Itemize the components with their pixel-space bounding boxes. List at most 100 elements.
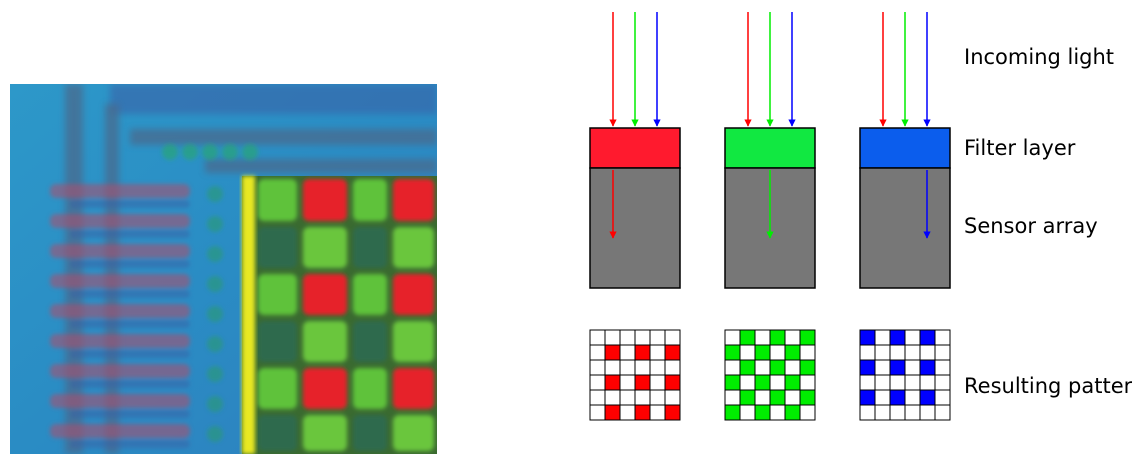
pattern-cell-empty xyxy=(754,329,771,346)
pattern-cell-blue xyxy=(859,389,876,406)
pattern-cell-empty xyxy=(904,389,921,406)
pattern-cell-empty xyxy=(784,389,801,406)
pattern-cell-empty xyxy=(889,344,906,361)
pattern-cell-green xyxy=(724,404,741,421)
pattern-cell-empty xyxy=(649,389,666,406)
panel-red xyxy=(589,12,681,421)
pattern-cell-green xyxy=(769,359,786,376)
micrograph-comb-fingers xyxy=(50,184,190,448)
pattern-cell-empty xyxy=(919,374,936,391)
pattern-cell-blue xyxy=(919,359,936,376)
pattern-cell-empty xyxy=(664,389,681,406)
pattern-cell-empty xyxy=(919,404,936,421)
sensor-micrograph xyxy=(10,84,437,454)
pattern-cell-blue xyxy=(859,359,876,376)
pattern-cell-empty xyxy=(739,404,756,421)
pattern-cell-empty xyxy=(859,404,876,421)
pattern-cell-empty xyxy=(799,374,816,391)
pattern-cell-empty xyxy=(769,374,786,391)
pattern-cell-empty xyxy=(649,404,666,421)
pattern-cell-green xyxy=(799,389,816,406)
pattern-cell-empty xyxy=(724,329,741,346)
pattern-cell-empty xyxy=(649,344,666,361)
pattern-cell-blue xyxy=(919,329,936,346)
pattern-cell-empty xyxy=(934,344,951,361)
pattern-cell-empty xyxy=(649,359,666,376)
pattern-cell-red xyxy=(664,374,681,391)
panel-green xyxy=(724,12,816,421)
pattern-cell-empty xyxy=(589,404,606,421)
panel-blue xyxy=(859,12,951,421)
micrograph-green-beads xyxy=(162,144,258,442)
pattern-cell-empty xyxy=(619,389,636,406)
pattern-cell-blue xyxy=(889,329,906,346)
pattern-cell-empty xyxy=(724,389,741,406)
pattern-cell-empty xyxy=(904,374,921,391)
pattern-cell-red xyxy=(604,344,621,361)
filter-red xyxy=(589,127,681,169)
pattern-cell-green xyxy=(739,329,756,346)
pattern-cell-blue xyxy=(919,389,936,406)
pattern-cell-empty xyxy=(859,344,876,361)
pattern-cell-empty xyxy=(589,344,606,361)
pattern-cell-empty xyxy=(799,404,816,421)
pattern-cell-empty xyxy=(619,344,636,361)
pattern-grid-red xyxy=(589,329,681,421)
pattern-cell-green xyxy=(754,374,771,391)
pattern-cell-empty xyxy=(889,404,906,421)
pattern-cell-empty xyxy=(589,329,606,346)
pattern-cell-empty xyxy=(739,344,756,361)
pattern-cell-empty xyxy=(589,359,606,376)
pattern-cell-green xyxy=(769,329,786,346)
pattern-cell-green xyxy=(754,404,771,421)
micrograph-top-band xyxy=(110,84,437,114)
pattern-cell-red xyxy=(634,374,651,391)
pattern-cell-green xyxy=(724,374,741,391)
pattern-grid-green xyxy=(724,329,816,421)
pattern-cell-empty xyxy=(874,404,891,421)
pattern-cell-empty xyxy=(634,389,651,406)
pattern-cell-red xyxy=(634,404,651,421)
pattern-cell-empty xyxy=(934,389,951,406)
pattern-cell-empty xyxy=(724,359,741,376)
pattern-cell-empty xyxy=(874,344,891,361)
pattern-cell-red xyxy=(634,344,651,361)
pattern-cell-blue xyxy=(859,329,876,346)
pattern-cell-empty xyxy=(904,344,921,361)
pattern-cell-empty xyxy=(619,359,636,376)
pattern-cell-empty xyxy=(664,359,681,376)
pattern-cell-red xyxy=(664,404,681,421)
pattern-cell-empty xyxy=(934,329,951,346)
pattern-cell-empty xyxy=(589,374,606,391)
pattern-cell-empty xyxy=(889,374,906,391)
pattern-cell-green xyxy=(784,374,801,391)
filter-blue xyxy=(859,127,951,169)
pattern-grid-blue xyxy=(859,329,951,421)
pattern-cell-empty xyxy=(934,404,951,421)
pattern-cell-empty xyxy=(604,389,621,406)
pattern-cell-blue xyxy=(889,389,906,406)
pattern-cell-empty xyxy=(859,374,876,391)
pattern-cell-green xyxy=(724,344,741,361)
pattern-cell-blue xyxy=(889,359,906,376)
pattern-cell-red xyxy=(604,374,621,391)
pattern-cell-green xyxy=(799,359,816,376)
filter-green xyxy=(724,127,816,169)
pattern-cell-empty xyxy=(754,389,771,406)
micrograph-bayer-mosaic xyxy=(242,176,437,454)
pattern-cell-empty xyxy=(664,329,681,346)
pattern-cell-green xyxy=(784,404,801,421)
sensor-array-label: Sensor array xyxy=(964,214,1098,238)
pattern-cell-empty xyxy=(754,359,771,376)
pattern-cell-empty xyxy=(874,329,891,346)
pattern-cell-green xyxy=(754,344,771,361)
pattern-cell-green xyxy=(739,389,756,406)
pattern-cell-empty xyxy=(619,404,636,421)
sensor-block xyxy=(859,167,951,289)
pattern-cell-empty xyxy=(649,374,666,391)
pattern-cell-red xyxy=(604,404,621,421)
pattern-cell-empty xyxy=(919,344,936,361)
filter-layer-label: Filter layer xyxy=(964,136,1076,160)
resulting-pattern-label: Resulting pattern xyxy=(964,374,1132,398)
pattern-cell-empty xyxy=(739,374,756,391)
